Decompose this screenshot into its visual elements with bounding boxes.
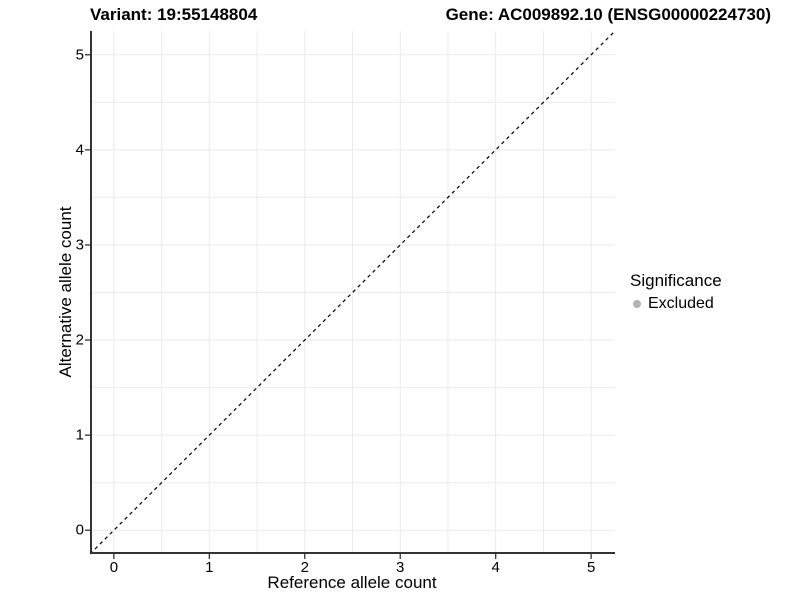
y-tick-label: 3 — [75, 236, 84, 254]
x-tick-label: 5 — [586, 559, 596, 576]
y-tick-label: 2 — [75, 331, 84, 349]
legend-title: Significance — [630, 271, 722, 290]
x-tick-label: 2 — [300, 559, 309, 576]
x-tick-label: 0 — [109, 559, 119, 576]
identity-reference-line — [89, 30, 616, 555]
plot-panel — [85, 30, 616, 559]
y-tick-label: 0 — [75, 521, 84, 539]
x-axis-title: Reference allele count — [267, 573, 437, 592]
plot-title-variant: Variant: 19:55148804 — [90, 5, 258, 24]
y-axis-title: Alternative allele count — [56, 206, 75, 378]
legend-marker-icon — [633, 300, 641, 308]
legend: Significance Excluded — [630, 271, 722, 313]
y-tick-label: 4 — [75, 141, 84, 159]
x-tick-label: 1 — [205, 559, 214, 576]
y-tick-label: 1 — [75, 426, 84, 444]
y-tick-label: 5 — [75, 46, 84, 64]
plot-area-svg — [85, 30, 616, 559]
legend-items: Excluded — [630, 295, 722, 313]
legend-item: Excluded — [630, 295, 722, 313]
x-tick-label: 4 — [491, 559, 500, 576]
legend-item-label: Excluded — [648, 295, 714, 312]
plot-title-gene: Gene: AC009892.10 (ENSG00000224730) — [445, 5, 771, 24]
x-tick-label: 3 — [396, 559, 405, 576]
